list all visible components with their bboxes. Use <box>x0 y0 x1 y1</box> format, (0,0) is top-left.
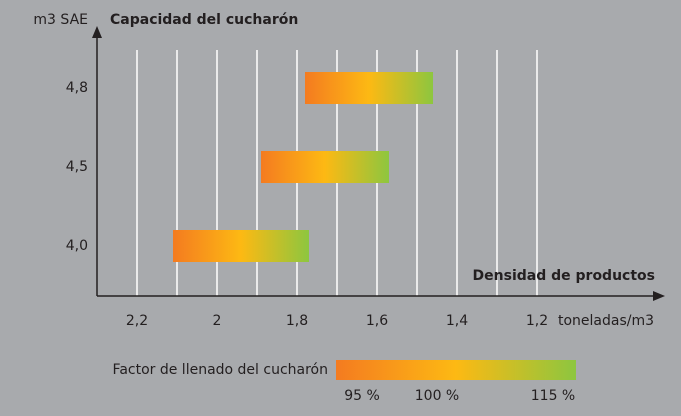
y-tick-label: 4,8 <box>66 80 88 96</box>
x-tick-label: 2,2 <box>126 313 148 329</box>
chart-title: Capacidad del cucharón <box>110 12 298 28</box>
y-tick-label: 4,5 <box>66 159 88 175</box>
x-tick-label: 2 <box>213 313 222 329</box>
y-tick-label: 4,0 <box>66 238 88 254</box>
legend-gradient <box>336 360 576 380</box>
x-tick-label: 1,8 <box>286 313 308 329</box>
bar <box>261 151 389 183</box>
x-tick-label: 1,2 <box>526 313 548 329</box>
x-axis-label: Densidad de productos <box>473 268 655 284</box>
x-arrow <box>653 291 665 301</box>
legend-label: 95 % <box>344 388 380 404</box>
x-tick-label: 1,4 <box>446 313 468 329</box>
bars <box>173 72 433 262</box>
legend-title: Factor de llenado del cucharón <box>113 362 328 378</box>
bar <box>173 230 309 262</box>
x-unit: toneladas/m3 <box>558 313 654 329</box>
legend-label: 100 % <box>415 388 459 404</box>
y-arrow <box>92 26 102 38</box>
y-axis-label: m3 SAE <box>33 12 88 28</box>
x-tick-label: 1,6 <box>366 313 388 329</box>
bar <box>305 72 433 104</box>
legend-label: 115 % <box>531 388 575 404</box>
